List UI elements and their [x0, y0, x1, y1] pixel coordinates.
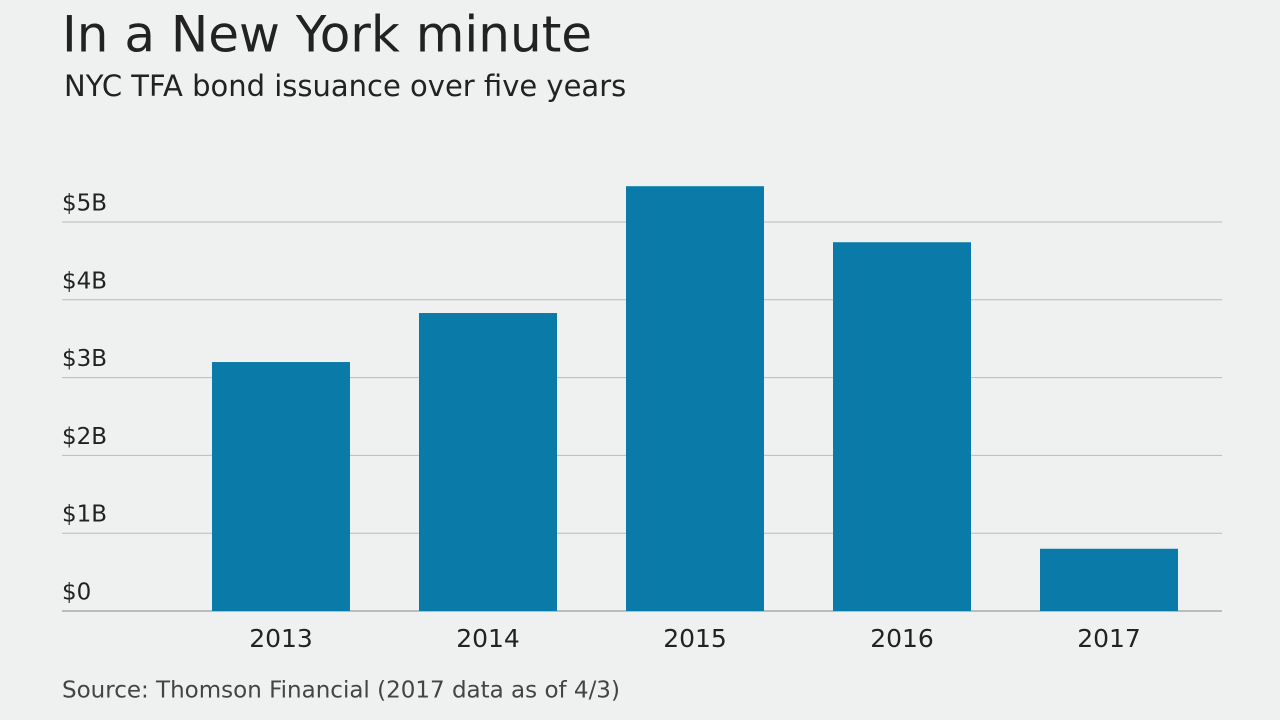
- source-note: Source: Thomson Financial (2017 data as …: [62, 678, 620, 704]
- y-tick-label: $3B: [62, 346, 107, 372]
- y-tick-label: $2B: [62, 424, 107, 450]
- bar: [626, 186, 764, 611]
- chart-subtitle: NYC TFA bond issuance over five years: [64, 69, 626, 103]
- x-tick-label: 2016: [870, 624, 934, 653]
- bar: [833, 242, 971, 611]
- bar: [1040, 548, 1178, 611]
- y-tick-label: $0: [62, 580, 91, 606]
- x-tick-label: 2015: [663, 624, 727, 653]
- x-tick-label: 2014: [456, 624, 520, 653]
- y-tick-label: $5B: [62, 191, 107, 217]
- y-tick-label: $1B: [62, 502, 107, 528]
- x-tick-label: 2013: [249, 624, 313, 653]
- chart-title: In a New York minute: [62, 6, 592, 64]
- bar: [419, 313, 557, 611]
- bar: [212, 362, 350, 611]
- y-tick-label: $4B: [62, 268, 107, 294]
- x-tick-label: 2017: [1077, 624, 1141, 653]
